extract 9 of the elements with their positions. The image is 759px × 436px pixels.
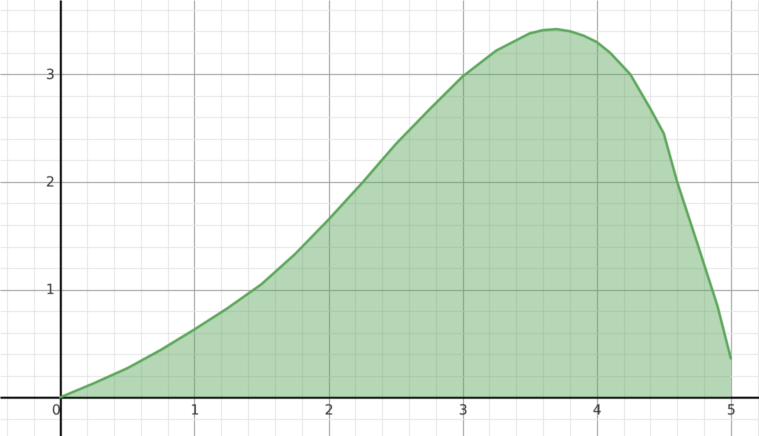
x-tick-label: 5 (726, 402, 736, 419)
x-tick-label: 3 (458, 402, 468, 419)
y-tick-label: 1 (46, 282, 55, 298)
x-tick-label: 4 (592, 402, 602, 419)
x-tick-label: 0 (52, 402, 61, 419)
y-tick-label: 2 (46, 174, 55, 190)
x-tick-label: 1 (190, 402, 200, 419)
y-tick-label: 3 (46, 66, 55, 83)
x-tick-label: 2 (324, 402, 334, 419)
